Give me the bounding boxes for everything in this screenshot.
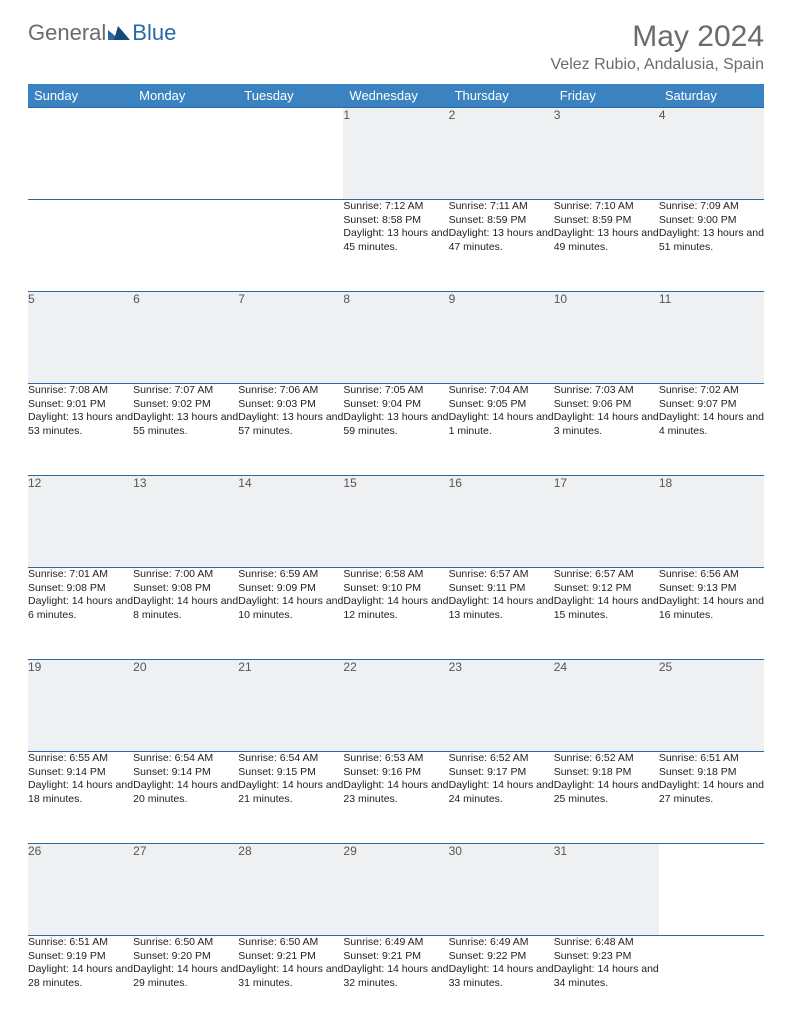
day-number-cell: 8: [343, 292, 448, 384]
day-header: Saturday: [659, 84, 764, 108]
day-content-cell: Sunrise: 6:50 AMSunset: 9:21 PMDaylight:…: [238, 936, 343, 1028]
day-number-row: 567891011: [28, 292, 764, 384]
day-number-cell: 16: [449, 476, 554, 568]
day-number-cell: [28, 108, 133, 200]
day-number-cell: 7: [238, 292, 343, 384]
day-content-cell: Sunrise: 6:57 AMSunset: 9:11 PMDaylight:…: [449, 568, 554, 660]
day-header: Friday: [554, 84, 659, 108]
day-number-cell: 2: [449, 108, 554, 200]
day-header: Tuesday: [238, 84, 343, 108]
header: General Blue May 2024 Velez Rubio, Andal…: [28, 20, 764, 74]
day-number-cell: 9: [449, 292, 554, 384]
day-number-cell: 26: [28, 844, 133, 936]
day-number-cell: 27: [133, 844, 238, 936]
day-number-row: 1234: [28, 108, 764, 200]
day-number-cell: 13: [133, 476, 238, 568]
day-content-cell: Sunrise: 6:55 AMSunset: 9:14 PMDaylight:…: [28, 752, 133, 844]
day-content-cell: Sunrise: 7:12 AMSunset: 8:58 PMDaylight:…: [343, 200, 448, 292]
day-number-cell: 25: [659, 660, 764, 752]
calendar-table: SundayMondayTuesdayWednesdayThursdayFrid…: [28, 84, 764, 1028]
title-block: May 2024 Velez Rubio, Andalusia, Spain: [551, 20, 764, 74]
day-content-cell: Sunrise: 7:06 AMSunset: 9:03 PMDaylight:…: [238, 384, 343, 476]
day-content-cell: Sunrise: 6:52 AMSunset: 9:18 PMDaylight:…: [554, 752, 659, 844]
day-number-cell: 17: [554, 476, 659, 568]
day-number-cell: 19: [28, 660, 133, 752]
day-content-row: Sunrise: 7:08 AMSunset: 9:01 PMDaylight:…: [28, 384, 764, 476]
logo-icon: [108, 20, 130, 46]
day-content-cell: Sunrise: 6:48 AMSunset: 9:23 PMDaylight:…: [554, 936, 659, 1028]
day-content-cell: [238, 200, 343, 292]
day-number-row: 12131415161718: [28, 476, 764, 568]
day-number-cell: 24: [554, 660, 659, 752]
day-content-cell: [133, 200, 238, 292]
day-content-cell: Sunrise: 7:08 AMSunset: 9:01 PMDaylight:…: [28, 384, 133, 476]
day-content-row: Sunrise: 7:01 AMSunset: 9:08 PMDaylight:…: [28, 568, 764, 660]
day-content-cell: Sunrise: 6:52 AMSunset: 9:17 PMDaylight:…: [449, 752, 554, 844]
logo: General Blue: [28, 20, 176, 46]
day-content-cell: Sunrise: 7:05 AMSunset: 9:04 PMDaylight:…: [343, 384, 448, 476]
day-content-row: Sunrise: 6:55 AMSunset: 9:14 PMDaylight:…: [28, 752, 764, 844]
day-content-row: Sunrise: 7:12 AMSunset: 8:58 PMDaylight:…: [28, 200, 764, 292]
day-number-cell: [238, 108, 343, 200]
day-content-cell: Sunrise: 7:02 AMSunset: 9:07 PMDaylight:…: [659, 384, 764, 476]
day-number-cell: 30: [449, 844, 554, 936]
day-content-cell: Sunrise: 7:11 AMSunset: 8:59 PMDaylight:…: [449, 200, 554, 292]
day-number-row: 19202122232425: [28, 660, 764, 752]
day-number-cell: 14: [238, 476, 343, 568]
day-content-cell: [28, 200, 133, 292]
day-content-cell: Sunrise: 7:00 AMSunset: 9:08 PMDaylight:…: [133, 568, 238, 660]
day-number-cell: 29: [343, 844, 448, 936]
day-content-cell: Sunrise: 7:03 AMSunset: 9:06 PMDaylight:…: [554, 384, 659, 476]
day-content-cell: [659, 936, 764, 1028]
day-number-cell: 12: [28, 476, 133, 568]
day-content-cell: Sunrise: 6:57 AMSunset: 9:12 PMDaylight:…: [554, 568, 659, 660]
day-content-cell: Sunrise: 7:07 AMSunset: 9:02 PMDaylight:…: [133, 384, 238, 476]
day-header: Sunday: [28, 84, 133, 108]
day-content-cell: Sunrise: 6:53 AMSunset: 9:16 PMDaylight:…: [343, 752, 448, 844]
day-number-cell: [133, 108, 238, 200]
day-content-cell: Sunrise: 6:51 AMSunset: 9:19 PMDaylight:…: [28, 936, 133, 1028]
month-title: May 2024: [551, 20, 764, 54]
day-number-cell: 18: [659, 476, 764, 568]
day-header-row: SundayMondayTuesdayWednesdayThursdayFrid…: [28, 84, 764, 108]
day-number-cell: 23: [449, 660, 554, 752]
day-content-cell: Sunrise: 6:58 AMSunset: 9:10 PMDaylight:…: [343, 568, 448, 660]
day-number-cell: 6: [133, 292, 238, 384]
day-content-cell: Sunrise: 6:54 AMSunset: 9:14 PMDaylight:…: [133, 752, 238, 844]
day-number-cell: 15: [343, 476, 448, 568]
day-content-row: Sunrise: 6:51 AMSunset: 9:19 PMDaylight:…: [28, 936, 764, 1028]
day-number-cell: 11: [659, 292, 764, 384]
day-number-cell: 21: [238, 660, 343, 752]
day-header: Thursday: [449, 84, 554, 108]
day-header: Monday: [133, 84, 238, 108]
logo-text-general: General: [28, 20, 106, 46]
day-content-cell: Sunrise: 7:09 AMSunset: 9:00 PMDaylight:…: [659, 200, 764, 292]
day-content-cell: Sunrise: 7:01 AMSunset: 9:08 PMDaylight:…: [28, 568, 133, 660]
day-content-cell: Sunrise: 7:10 AMSunset: 8:59 PMDaylight:…: [554, 200, 659, 292]
day-content-cell: Sunrise: 6:56 AMSunset: 9:13 PMDaylight:…: [659, 568, 764, 660]
day-content-cell: Sunrise: 6:59 AMSunset: 9:09 PMDaylight:…: [238, 568, 343, 660]
day-content-cell: Sunrise: 6:49 AMSunset: 9:22 PMDaylight:…: [449, 936, 554, 1028]
day-number-cell: 10: [554, 292, 659, 384]
day-content-cell: Sunrise: 7:04 AMSunset: 9:05 PMDaylight:…: [449, 384, 554, 476]
day-number-cell: 1: [343, 108, 448, 200]
day-content-cell: Sunrise: 6:49 AMSunset: 9:21 PMDaylight:…: [343, 936, 448, 1028]
location: Velez Rubio, Andalusia, Spain: [551, 56, 764, 74]
day-number-cell: 20: [133, 660, 238, 752]
logo-text-blue: Blue: [132, 20, 176, 46]
day-header: Wednesday: [343, 84, 448, 108]
day-number-row: 262728293031: [28, 844, 764, 936]
day-content-cell: Sunrise: 6:50 AMSunset: 9:20 PMDaylight:…: [133, 936, 238, 1028]
day-number-cell: 4: [659, 108, 764, 200]
day-number-cell: 3: [554, 108, 659, 200]
day-number-cell: 22: [343, 660, 448, 752]
day-number-cell: [659, 844, 764, 936]
day-content-cell: Sunrise: 6:54 AMSunset: 9:15 PMDaylight:…: [238, 752, 343, 844]
day-number-cell: 28: [238, 844, 343, 936]
day-number-cell: 5: [28, 292, 133, 384]
day-content-cell: Sunrise: 6:51 AMSunset: 9:18 PMDaylight:…: [659, 752, 764, 844]
day-number-cell: 31: [554, 844, 659, 936]
